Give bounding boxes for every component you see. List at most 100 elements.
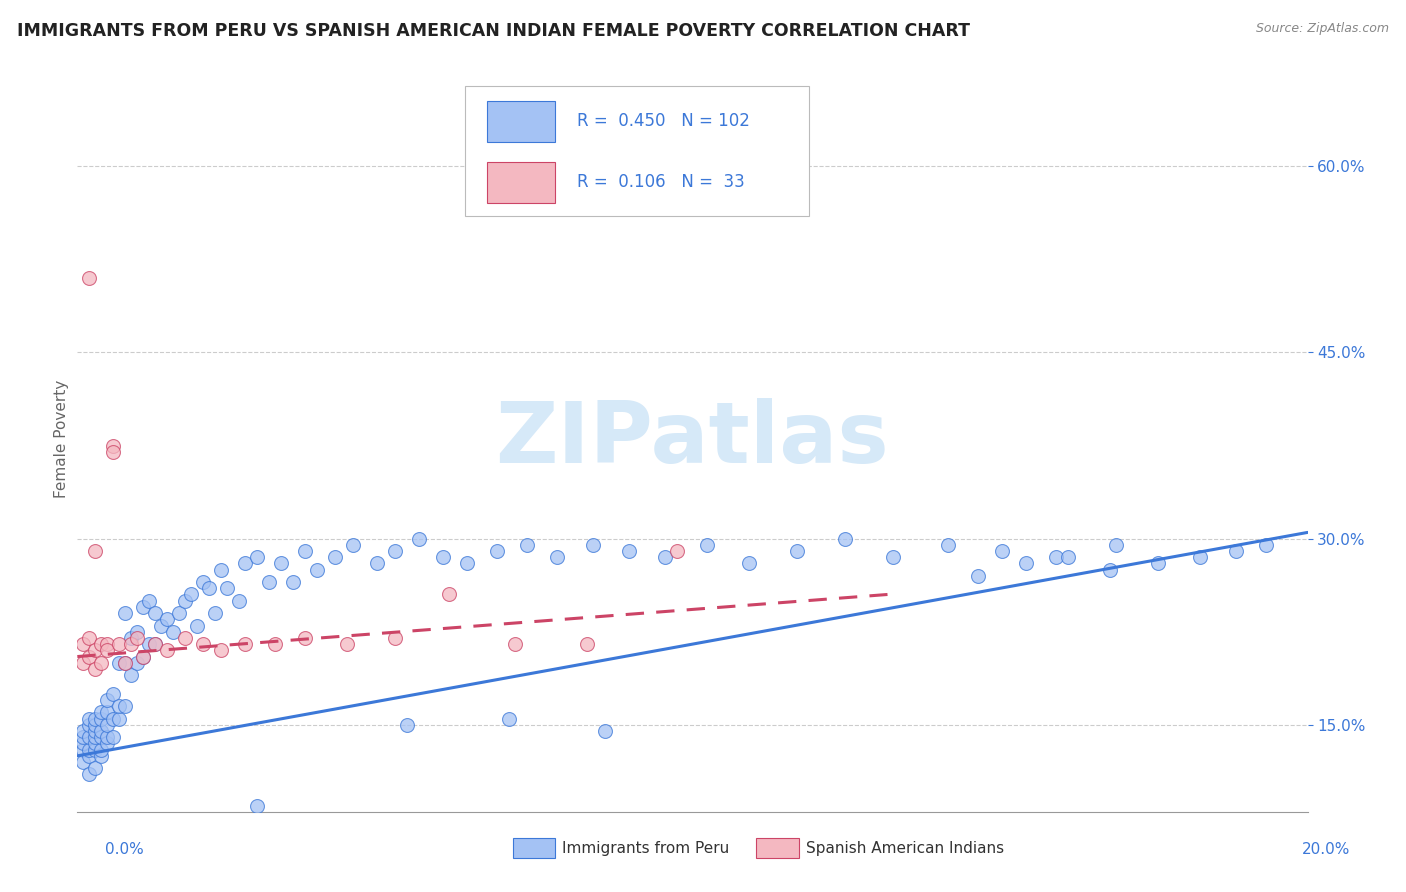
Point	[198, 582, 221, 596]
Point	[1098, 563, 1121, 577]
Point	[84, 643, 107, 657]
Point	[1188, 550, 1211, 565]
Point	[143, 606, 166, 620]
Text: Spanish American Indians: Spanish American Indians	[806, 841, 1004, 855]
Point	[619, 544, 641, 558]
Point	[209, 563, 232, 577]
Point	[193, 575, 215, 590]
Point	[103, 438, 125, 452]
Point	[439, 587, 461, 601]
Point	[90, 706, 112, 720]
Point	[156, 612, 179, 626]
Point	[270, 557, 292, 571]
Point	[990, 544, 1012, 558]
Point	[96, 706, 118, 720]
Point	[114, 606, 136, 620]
Y-axis label: Female Poverty: Female Poverty	[53, 380, 69, 499]
Point	[595, 724, 617, 739]
Point	[108, 699, 131, 714]
Point	[96, 718, 118, 732]
Point	[1254, 538, 1277, 552]
Point	[127, 631, 149, 645]
Point	[162, 624, 184, 639]
Point	[90, 712, 112, 726]
Point	[143, 637, 166, 651]
Point	[79, 730, 101, 744]
Point	[505, 637, 527, 651]
Point	[1104, 538, 1126, 552]
Point	[384, 631, 406, 645]
FancyBboxPatch shape	[465, 86, 810, 216]
Point	[84, 742, 107, 756]
Point	[96, 693, 118, 707]
Point	[180, 587, 202, 601]
Point	[79, 767, 101, 781]
Point	[1225, 544, 1247, 558]
Point	[432, 550, 454, 565]
Point	[228, 593, 250, 607]
Point	[193, 637, 215, 651]
Point	[307, 563, 329, 577]
Point	[169, 606, 191, 620]
Point	[186, 618, 208, 632]
Point	[143, 637, 166, 651]
Bar	[486, 161, 555, 202]
Point	[120, 668, 142, 682]
Point	[1056, 550, 1078, 565]
Point	[582, 538, 605, 552]
Point	[283, 575, 305, 590]
Point	[342, 538, 364, 552]
Point	[936, 538, 959, 552]
Point	[174, 631, 197, 645]
Point	[882, 550, 904, 565]
Point	[235, 637, 257, 651]
Point	[786, 544, 808, 558]
Point	[90, 730, 112, 744]
Point	[498, 712, 520, 726]
Point	[79, 271, 101, 285]
Point	[366, 557, 388, 571]
Point	[546, 550, 568, 565]
Point	[114, 699, 136, 714]
Point	[72, 736, 94, 750]
Point	[1014, 557, 1036, 571]
Point	[516, 538, 538, 552]
Point	[84, 544, 107, 558]
Point	[114, 656, 136, 670]
Point	[235, 557, 257, 571]
Point	[654, 550, 676, 565]
Point	[336, 637, 359, 651]
Text: R =  0.450   N = 102: R = 0.450 N = 102	[576, 112, 749, 130]
Point	[72, 637, 94, 651]
Point	[79, 631, 101, 645]
Point	[108, 656, 131, 670]
Point	[84, 736, 107, 750]
Point	[156, 643, 179, 657]
Point	[84, 761, 107, 775]
Text: R =  0.106   N =  33: R = 0.106 N = 33	[576, 173, 745, 192]
Point	[246, 550, 269, 565]
Point	[325, 550, 347, 565]
Point	[96, 637, 118, 651]
Point	[696, 538, 718, 552]
Text: 0.0%: 0.0%	[105, 842, 145, 856]
Point	[138, 637, 160, 651]
Point	[79, 718, 101, 732]
Point	[103, 444, 125, 458]
Point	[264, 637, 287, 651]
Text: ZIPatlas: ZIPatlas	[495, 398, 890, 481]
Point	[84, 724, 107, 739]
Point	[408, 532, 430, 546]
Point	[90, 724, 112, 739]
Text: Immigrants from Peru: Immigrants from Peru	[562, 841, 730, 855]
Point	[294, 631, 316, 645]
Point	[174, 593, 197, 607]
Point	[294, 544, 316, 558]
Point	[486, 544, 509, 558]
Point	[576, 637, 599, 651]
Point	[132, 599, 155, 614]
Point	[79, 748, 101, 763]
Point	[132, 649, 155, 664]
Point	[384, 544, 406, 558]
Point	[90, 637, 112, 651]
